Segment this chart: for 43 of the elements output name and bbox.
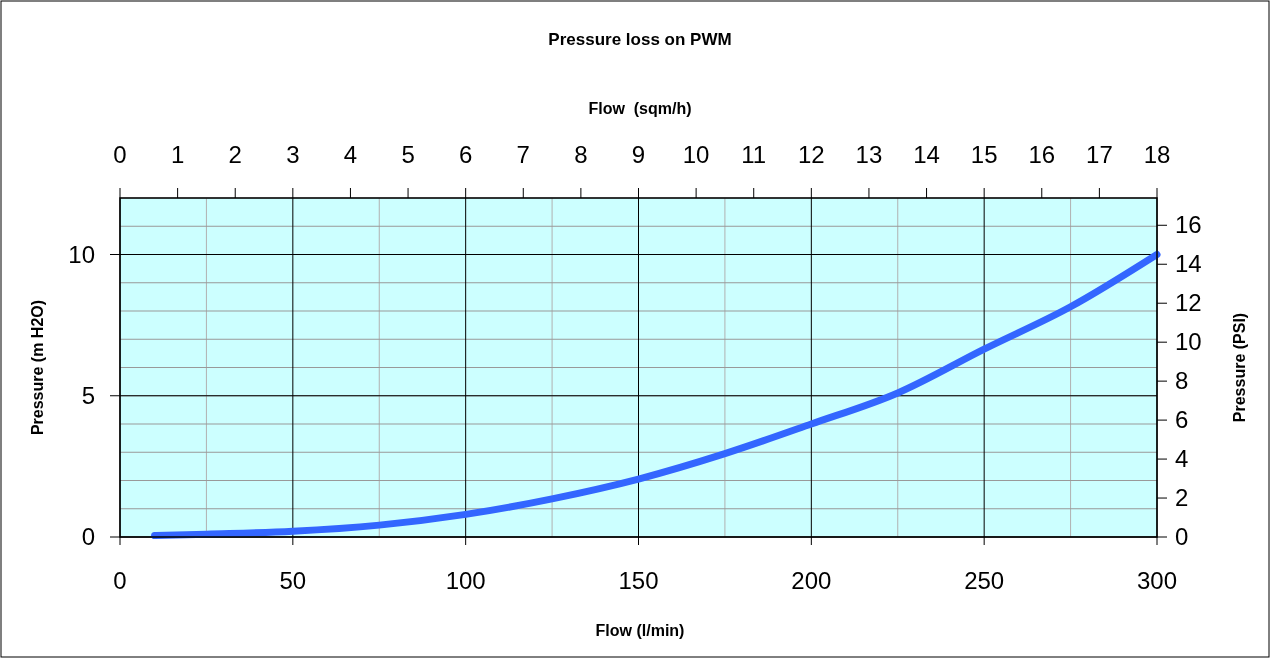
x2-tick-label: 2: [228, 141, 242, 168]
y-tick-label: 5: [81, 381, 95, 409]
x2-tick-label: 18: [1143, 141, 1171, 168]
x-tick-label: 150: [618, 567, 659, 594]
x2-tick-label: 9: [631, 141, 646, 168]
y2-tick-label: 6: [1175, 406, 1189, 434]
y2-tick-label: 14: [1175, 250, 1202, 278]
x2-tick-label: 7: [516, 141, 530, 168]
y2-tick-label: 4: [1175, 445, 1189, 473]
y-tick-label: 0: [81, 523, 95, 550]
x2-tick-label: 14: [913, 141, 940, 168]
x2-tick-label: 13: [855, 141, 883, 168]
x2-tick-label: 8: [574, 141, 588, 168]
x2-axis-title: Flow (sqm/h): [588, 100, 692, 117]
y2-tick-label: 16: [1175, 211, 1202, 239]
x2-tick-label: 10: [682, 141, 710, 168]
y2-tick-label: 10: [1175, 328, 1202, 356]
x2-tick-label: 11: [741, 141, 767, 168]
x-tick-label: 100: [445, 567, 486, 594]
y-axis-title: Pressure (m H2O): [29, 299, 46, 436]
x-tick-label: 250: [964, 567, 1005, 594]
x2-tick-label: 6: [458, 141, 473, 168]
x-axis-title: Flow (l/min): [595, 622, 685, 639]
y-tick-label: 10: [68, 240, 95, 268]
y2-tick-label: 2: [1175, 484, 1189, 512]
x2-tick-label: 3: [286, 141, 300, 168]
x-tick-label: 300: [1136, 567, 1178, 594]
y2-tick-label: 0: [1175, 523, 1189, 550]
x2-tick-label: 5: [401, 141, 415, 168]
x-tick-label: 0: [113, 567, 127, 594]
chart-title: Pressure loss on PWM: [548, 30, 732, 49]
x2-tick-label: 0: [113, 141, 127, 168]
y2-axis-title: Pressure (PSI): [1231, 312, 1248, 423]
y2-tick-label: 12: [1175, 289, 1202, 317]
y2-tick-label: 8: [1175, 367, 1189, 395]
x2-tick-label: 12: [797, 141, 825, 168]
x2-tick-label: 4: [343, 141, 358, 168]
x2-tick-label: 16: [1028, 141, 1056, 168]
x2-tick-label: 15: [970, 141, 998, 168]
x2-tick-label: 17: [1086, 141, 1113, 168]
x-tick-label: 50: [279, 567, 307, 594]
x2-tick-label: 1: [170, 141, 185, 168]
x-tick-label: 200: [791, 567, 832, 594]
